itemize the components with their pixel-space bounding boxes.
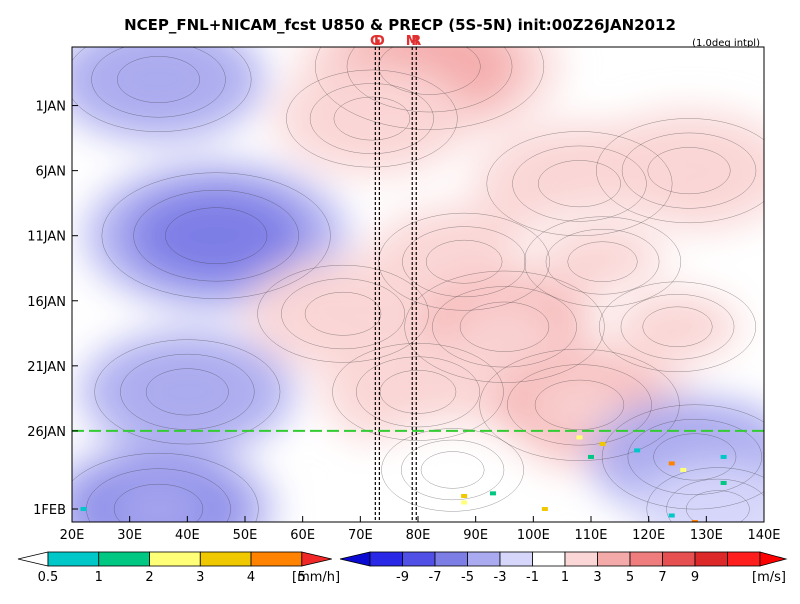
precip-colorbar-label: 2 xyxy=(145,570,153,585)
wind-colorbar-segment xyxy=(598,552,631,566)
precip-dot xyxy=(81,507,87,511)
x-tick-label: 80E xyxy=(406,528,431,543)
x-tick-label: 20E xyxy=(60,528,85,543)
wind-colorbar-segment xyxy=(403,552,436,566)
wind-colorbar-label: -5 xyxy=(461,570,474,585)
precip-dot xyxy=(461,494,467,498)
wind-colorbar-segment xyxy=(370,552,403,566)
u850-blob xyxy=(415,447,491,492)
x-tick-label: 110E xyxy=(574,528,607,543)
x-tick-label: 30E xyxy=(117,528,142,543)
wind-colorbar-label: 1 xyxy=(561,570,569,585)
wind-colorbar-segment xyxy=(663,552,696,566)
wind-colorbar-label: 5 xyxy=(626,570,634,585)
precip-dot xyxy=(669,461,675,465)
precip-dot xyxy=(490,491,496,495)
precip-colorbar-label: 1 xyxy=(95,570,103,585)
wind-colorbar-label: -9 xyxy=(396,570,409,585)
wind-colorbar-label: -7 xyxy=(429,570,442,585)
precip-colorbar-segment xyxy=(302,552,332,566)
plot-area xyxy=(43,0,800,575)
precip-dot xyxy=(588,455,594,459)
chart-title: NCEP_FNL+NICAM_fcst U850 & PRECP (5S-5N)… xyxy=(124,16,676,34)
x-tick-label: 40E xyxy=(175,528,200,543)
marker-label: R xyxy=(411,34,421,49)
y-tick-label: 1JAN xyxy=(36,100,67,115)
precip-dot xyxy=(721,481,727,485)
u850-blob xyxy=(636,302,719,351)
precip-unit: [mm/h] xyxy=(292,570,340,585)
u850-blob xyxy=(640,143,737,199)
u850-blob xyxy=(298,288,388,340)
y-tick-label: 21JAN xyxy=(27,360,66,375)
precip-dot xyxy=(634,448,640,452)
precip-dot xyxy=(542,507,548,511)
precip-dot xyxy=(669,513,675,517)
x-tick-label: 50E xyxy=(233,528,258,543)
y-tick-label: 6JAN xyxy=(36,165,67,180)
precip-colorbar-label: 3 xyxy=(196,570,204,585)
wind-colorbar-segment xyxy=(500,552,533,566)
x-tick-label: 70E xyxy=(348,528,373,543)
y-tick-label: 1FEB xyxy=(33,503,66,518)
u850-blob xyxy=(327,92,417,144)
precip-dot xyxy=(600,442,606,446)
precip-colorbar-segment xyxy=(150,552,201,566)
wind-colorbar-segment xyxy=(565,552,598,566)
y-tick-label: 16JAN xyxy=(27,295,66,310)
precip-colorbar-segment xyxy=(251,552,302,566)
wind-colorbar-label: 9 xyxy=(691,570,699,585)
wind-colorbar-segment xyxy=(533,552,566,566)
y-tick-label: 26JAN xyxy=(27,425,66,440)
wind-colorbar-segment xyxy=(435,552,468,566)
x-tick-label: 130E xyxy=(690,528,723,543)
wind-colorbar-segment xyxy=(728,552,761,566)
y-tick-label: 11JAN xyxy=(27,230,66,245)
precip-colorbar-segment xyxy=(48,552,99,566)
wind-colorbar-segment xyxy=(760,552,786,566)
precip-dot xyxy=(680,468,686,472)
precip-colorbar-label: 0.5 xyxy=(38,570,59,585)
precip-colorbar-segment xyxy=(200,552,251,566)
precip-dot xyxy=(461,500,467,504)
wind-colorbar-label: -1 xyxy=(526,570,539,585)
precip-colorbar-segment xyxy=(99,552,150,566)
wind-colorbar-segment xyxy=(340,552,370,566)
precip-colorbar-label: 4 xyxy=(247,570,255,585)
wind-colorbar: -9 -7 -5 -3 -1 1 3 5 7 9 xyxy=(340,552,786,585)
wind-colorbar-label: 7 xyxy=(658,570,666,585)
u850-blob xyxy=(110,52,207,108)
wind-colorbar-label: 3 xyxy=(593,570,601,585)
y-axis: 1JAN 6JAN 11JAN 16JAN 21JAN 26JAN 1FEB xyxy=(27,100,78,518)
wind-colorbar-segment xyxy=(630,552,663,566)
wind-colorbar-label: -3 xyxy=(494,570,507,585)
u850-blob xyxy=(139,364,236,420)
x-tick-label: 60E xyxy=(290,528,315,543)
x-tick-label: 140E xyxy=(747,528,780,543)
wind-colorbar-segment xyxy=(695,552,728,566)
precip-colorbar-segment xyxy=(18,552,48,566)
x-tick-label: 90E xyxy=(463,528,488,543)
x-tick-label: 120E xyxy=(632,528,665,543)
u850-blob xyxy=(157,202,276,269)
x-tick-label: 100E xyxy=(517,528,550,543)
wind-colorbar-segment xyxy=(468,552,501,566)
precip-dot xyxy=(721,455,727,459)
wind-unit: [m/s] xyxy=(752,570,786,585)
marker-label: D xyxy=(374,34,385,49)
precip-dot xyxy=(576,435,582,439)
